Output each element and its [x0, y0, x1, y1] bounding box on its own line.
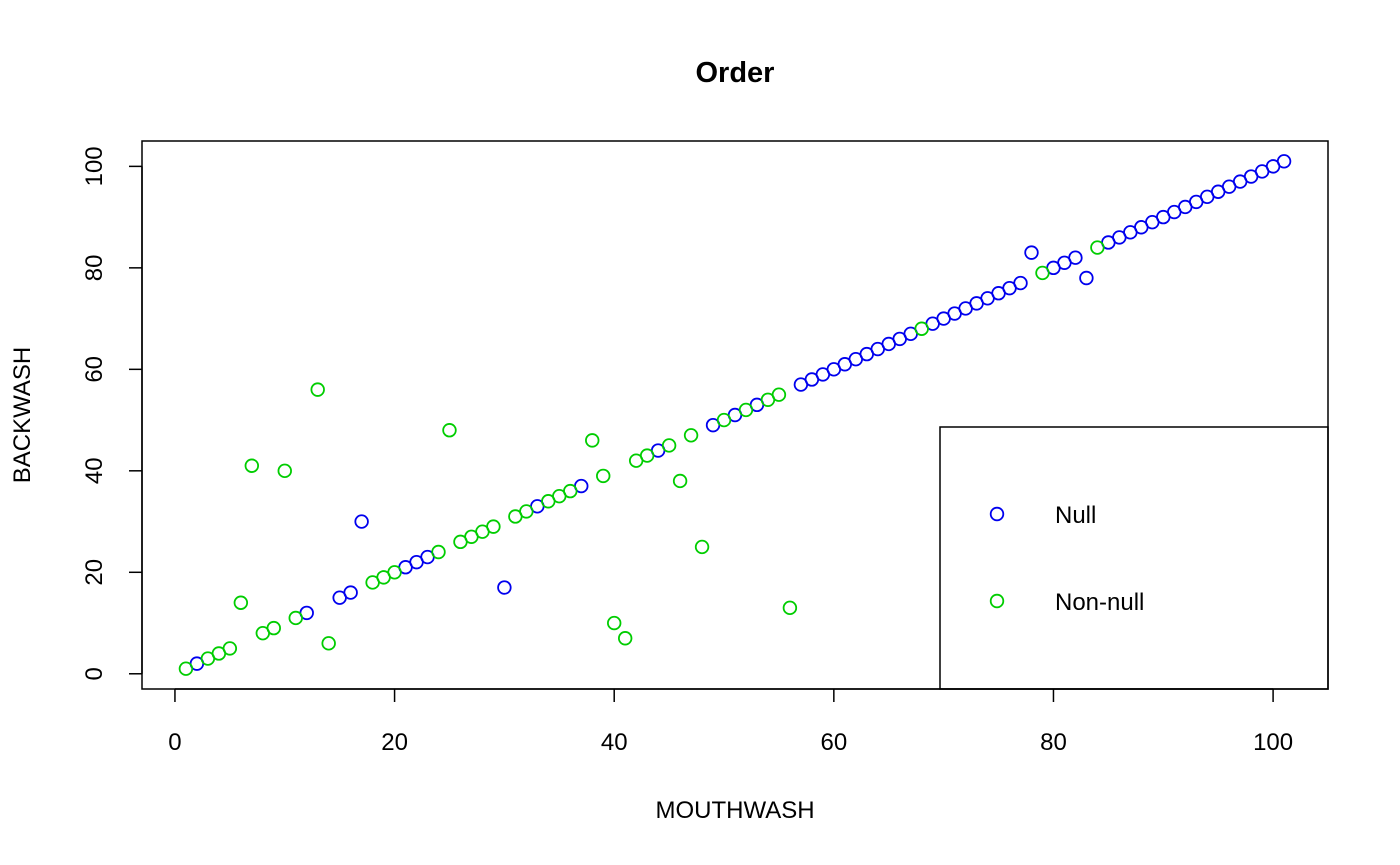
point-nonnull-25 — [563, 483, 578, 499]
y-tick-label-1: 20 — [81, 559, 108, 586]
point-null-56 — [1276, 154, 1292, 169]
y-tick-label-5: 100 — [81, 146, 108, 186]
point-nonnull-16 — [442, 423, 457, 438]
x-tick-label-4: 80 — [1040, 729, 1067, 756]
point-nonnull-28 — [607, 615, 622, 631]
x-tick-label-5: 100 — [1253, 729, 1293, 756]
point-nonnull-32 — [661, 438, 677, 453]
legend-marker-1 — [989, 593, 1005, 609]
point-nonnull-36 — [716, 412, 732, 428]
point-nonnull-22 — [519, 504, 534, 519]
x-axis-label: MOUTHWASH — [655, 797, 814, 824]
point-nonnull-31 — [639, 448, 655, 463]
point-null-4 — [354, 514, 369, 529]
point-nonnull-4 — [233, 595, 249, 610]
plot-frame — [141, 140, 1329, 690]
point-nonnull-20 — [486, 519, 501, 534]
legend-label-0: Null — [1055, 502, 1096, 529]
legend-box — [939, 426, 1329, 690]
point-nonnull-29 — [617, 631, 633, 646]
y-axis-label: BACKWASH — [9, 347, 36, 483]
x-tick-label-1: 20 — [381, 729, 408, 756]
chart-title: Order — [696, 57, 775, 89]
point-nonnull-35 — [694, 539, 710, 555]
point-nonnull-40 — [782, 600, 798, 616]
legend: Null Non-null — [939, 426, 1329, 690]
y-tick-label-4: 80 — [81, 255, 108, 282]
point-nonnull-14 — [387, 565, 402, 580]
point-nonnull-42 — [1035, 265, 1050, 281]
point-nonnull-41 — [914, 321, 929, 336]
point-nonnull-27 — [596, 468, 611, 484]
point-nonnull-34 — [683, 428, 699, 443]
y-tick-label-2: 40 — [81, 457, 108, 484]
point-null-35 — [1024, 245, 1039, 260]
point-null-8 — [497, 580, 512, 595]
point-nonnull-26 — [585, 433, 600, 448]
y-tick-label-0: 0 — [81, 667, 108, 680]
point-nonnull-9 — [288, 610, 303, 626]
point-null-39 — [1079, 270, 1094, 286]
point-nonnull-10 — [310, 382, 325, 397]
data-points — [178, 154, 1292, 676]
point-nonnull-39 — [771, 387, 787, 402]
point-null-38 — [1068, 250, 1083, 265]
y-tick-label-3: 60 — [81, 356, 108, 383]
x-tick-label-2: 40 — [601, 729, 628, 756]
x-tick-label-3: 60 — [820, 729, 847, 756]
point-null-34 — [1013, 275, 1028, 291]
point-nonnull-33 — [672, 473, 688, 489]
point-nonnull-37 — [738, 402, 754, 418]
point-nonnull-15 — [431, 544, 446, 560]
y-axis: 0 20 40 60 80 100 — [81, 146, 143, 680]
legend-label-1: Non-null — [1055, 589, 1144, 616]
x-axis: 0 20 40 60 80 100 — [168, 688, 1293, 756]
point-nonnull-5 — [244, 458, 260, 473]
x-tick-label-0: 0 — [168, 729, 181, 756]
point-nonnull-8 — [277, 463, 292, 479]
point-null-3 — [343, 585, 358, 600]
point-nonnull-7 — [266, 620, 281, 636]
point-nonnull-0 — [178, 661, 194, 676]
point-nonnull-43 — [1090, 240, 1105, 255]
point-nonnull-11 — [321, 636, 336, 651]
legend-marker-0 — [989, 506, 1005, 522]
point-nonnull-3 — [222, 641, 238, 656]
